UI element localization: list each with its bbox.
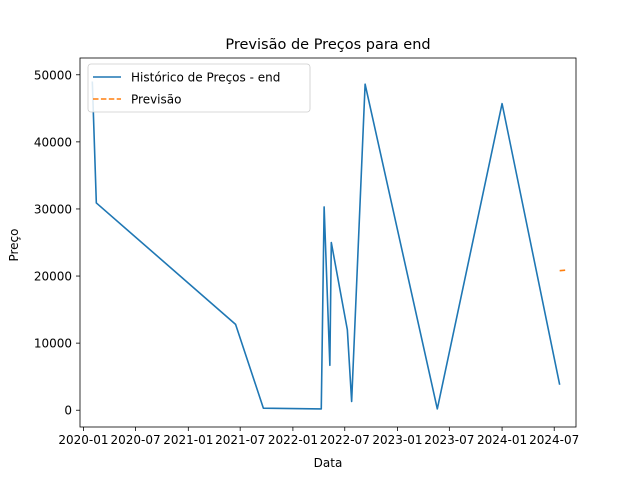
- legend-label-historico: Histórico de Preços - end: [131, 71, 280, 85]
- y-tick-label: 40000: [34, 135, 72, 149]
- legend: Histórico de Preços - end Previsão: [87, 63, 311, 113]
- y-axis-label: Preço: [7, 228, 21, 261]
- series-line-historico: [91, 81, 561, 410]
- plot-area: 2020-01 2020-07 2021-01 2021-07 2022-01 2022-…: [34, 57, 579, 447]
- x-tick-label: 2022-01: [268, 433, 318, 447]
- legend-label-previsao: Previsão: [131, 93, 181, 107]
- y-tick-label: 50000: [34, 68, 72, 82]
- legend-box: [87, 63, 311, 113]
- x-tick-label: 2024-01: [477, 433, 527, 447]
- x-tick-label: 2022-07: [320, 433, 370, 447]
- series-line-previsao: [559, 269, 568, 272]
- y-tick-label: 30000: [34, 202, 72, 216]
- y-tick-label: 10000: [34, 337, 72, 351]
- y-tick-label: 0: [64, 404, 72, 418]
- axes-frame: [79, 57, 577, 428]
- x-tick-label: 2023-01: [372, 433, 422, 447]
- x-tick-label: 2020-07: [111, 433, 161, 447]
- x-axis-label: Data: [314, 456, 343, 470]
- x-tick-label: 2021-01: [163, 433, 213, 447]
- x-tick-label: 2024-07: [529, 433, 579, 447]
- x-tick-label: 2023-07: [424, 433, 474, 447]
- y-tick-label: 20000: [34, 270, 72, 284]
- x-tick-label: 2021-07: [215, 433, 265, 447]
- x-tick-label: 2020-01: [58, 433, 108, 447]
- chart-title: Previsão de Preços para end: [225, 37, 430, 53]
